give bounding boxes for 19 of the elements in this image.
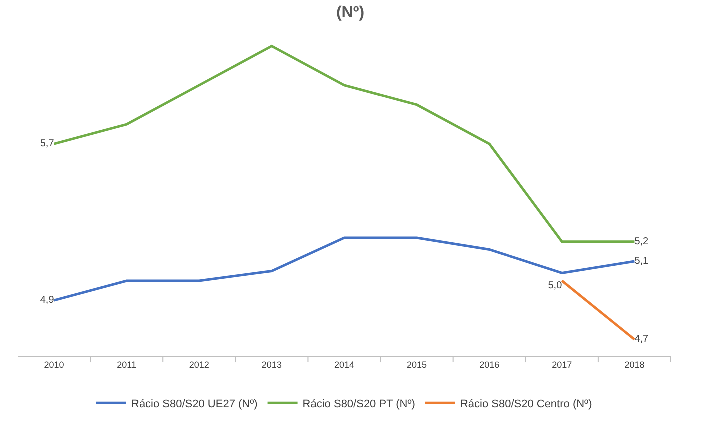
x-tick-label: 2013	[262, 360, 282, 370]
x-tick-label: 2015	[407, 360, 428, 370]
x-tick-label: 2017	[552, 360, 572, 370]
legend-label: Rácio S80/S20 PT (Nº)	[302, 398, 416, 410]
data-label: 4,7	[634, 334, 650, 346]
x-tick-label: 2012	[189, 360, 210, 370]
x-tick-label: 2016	[480, 360, 500, 370]
data-label: 5,0	[548, 280, 563, 292]
x-tick-label: 2010	[44, 360, 64, 370]
x-tick-label: 2011	[117, 360, 137, 370]
data-label: 5,7	[40, 138, 55, 150]
x-tick-label: 2014	[334, 360, 355, 370]
data-label: 4,9	[40, 295, 55, 306]
legend-label: Rácio S80/S20 UE27 (Nº)	[132, 398, 258, 410]
legend-label: Rácio S80/S20 Centro (Nº)	[460, 398, 592, 410]
chart-title: (Nº)	[336, 4, 365, 22]
data-label: 5,2	[634, 236, 650, 248]
data-label: 5,1	[634, 256, 650, 267]
x-tick-label: 2018	[624, 360, 645, 370]
